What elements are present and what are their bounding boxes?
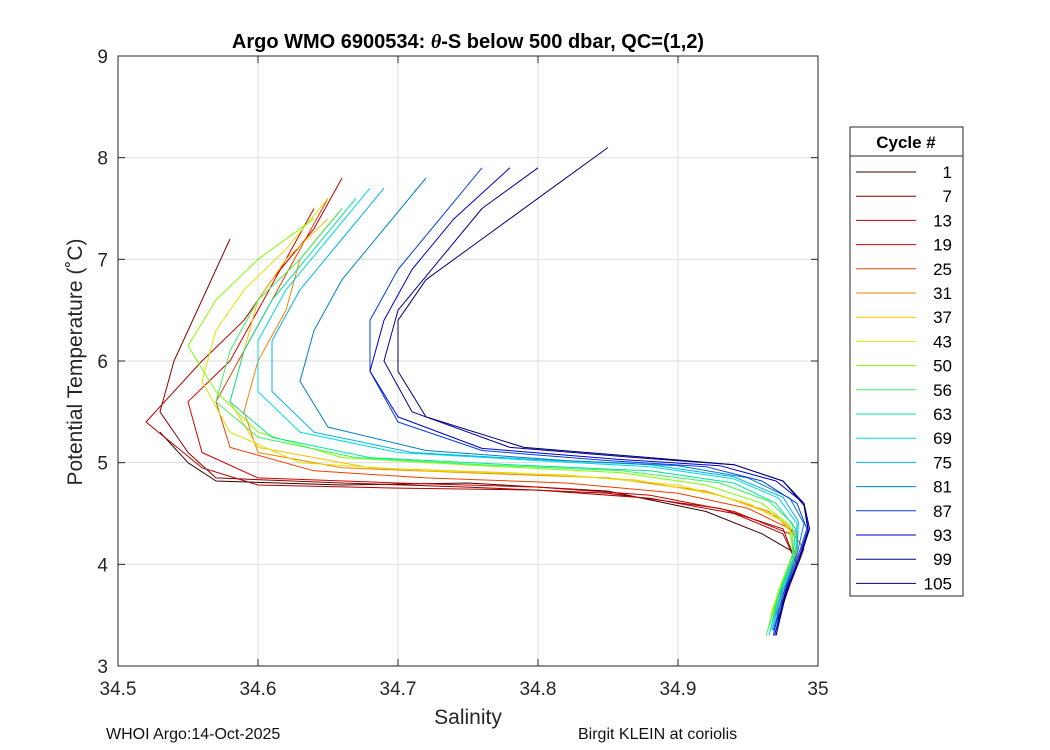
series-line-cycle-43 xyxy=(201,197,795,616)
y-tick-label: 5 xyxy=(97,454,108,475)
legend-label: 37 xyxy=(933,308,952,327)
series-line-cycle-7 xyxy=(159,238,794,626)
series-line-cycle-50 xyxy=(187,218,794,631)
series-line-cycle-87 xyxy=(369,167,808,636)
legend-label: 19 xyxy=(933,236,952,255)
y-tick-label: 4 xyxy=(97,555,108,576)
series-line-cycle-31 xyxy=(243,208,798,621)
y-tick-label: 9 xyxy=(97,47,108,68)
series-line-cycle-1 xyxy=(159,431,798,616)
chart-title: Argo WMO 6900534: θ-S below 500 dbar, QC… xyxy=(232,31,704,53)
legend-label: 105 xyxy=(924,574,952,593)
footer-author: Birgit KLEIN at coriolis xyxy=(578,726,738,743)
legend-label: 75 xyxy=(933,453,952,472)
y-tick-label: 6 xyxy=(97,352,108,373)
footer-source-date: WHOI Argo:14-Oct-2025 xyxy=(106,726,281,743)
x-tick-label: 34.6 xyxy=(240,679,277,700)
series-lines xyxy=(145,147,811,636)
series-line-cycle-63 xyxy=(229,197,797,636)
legend-box xyxy=(849,126,964,597)
series-line-cycle-56 xyxy=(215,208,794,636)
x-tick-label: 35 xyxy=(807,679,828,700)
series-line-cycle-105 xyxy=(397,147,811,636)
legend-label: 87 xyxy=(933,502,952,521)
grid-lines xyxy=(118,56,818,666)
x-tick-label: 34.8 xyxy=(520,679,557,700)
legend: Cycle # 1 7 13 19 25 31 37 43 50 56 63 69 75 81 87 93 99… xyxy=(849,126,964,597)
y-tick-label: 8 xyxy=(97,149,108,170)
legend-label: 50 xyxy=(933,357,952,376)
x-tick-label: 34.5 xyxy=(100,679,137,700)
legend-label: 81 xyxy=(933,478,952,497)
legend-label: 43 xyxy=(933,332,952,351)
legend-label: 63 xyxy=(933,405,952,424)
legend-label: 7 xyxy=(943,187,952,206)
y-tick-label: 7 xyxy=(97,250,108,271)
legend-label: 93 xyxy=(933,526,952,545)
legend-label: 25 xyxy=(933,260,952,279)
legend-label: 56 xyxy=(933,381,952,400)
series-line-cycle-13 xyxy=(145,177,798,631)
y-tick-label: 3 xyxy=(97,657,108,678)
series-line-cycle-75 xyxy=(271,187,799,631)
x-tick-label: 34.9 xyxy=(660,679,697,700)
x-tick-label: 34.7 xyxy=(380,679,417,700)
legend-label: 31 xyxy=(933,284,952,303)
legend-label: 13 xyxy=(933,211,952,230)
x-axis-label: Salinity xyxy=(434,706,502,729)
legend-title: Cycle # xyxy=(876,133,936,152)
series-line-cycle-99 xyxy=(383,167,809,636)
legend-label: 1 xyxy=(943,163,952,182)
axis-ticks: 34.5 34.6 34.7 34.8 34.9 35 3 4 5 6 7 8 9 xyxy=(97,47,828,700)
series-line-cycle-69 xyxy=(257,187,798,631)
series-line-cycle-19 xyxy=(187,208,798,596)
legend-label: 69 xyxy=(933,429,952,448)
y-axis-label: Potential Temperature (˚C) xyxy=(64,238,87,485)
legend-label: 99 xyxy=(933,550,952,569)
series-line-cycle-93 xyxy=(369,167,809,636)
series-line-cycle-81 xyxy=(299,177,805,631)
